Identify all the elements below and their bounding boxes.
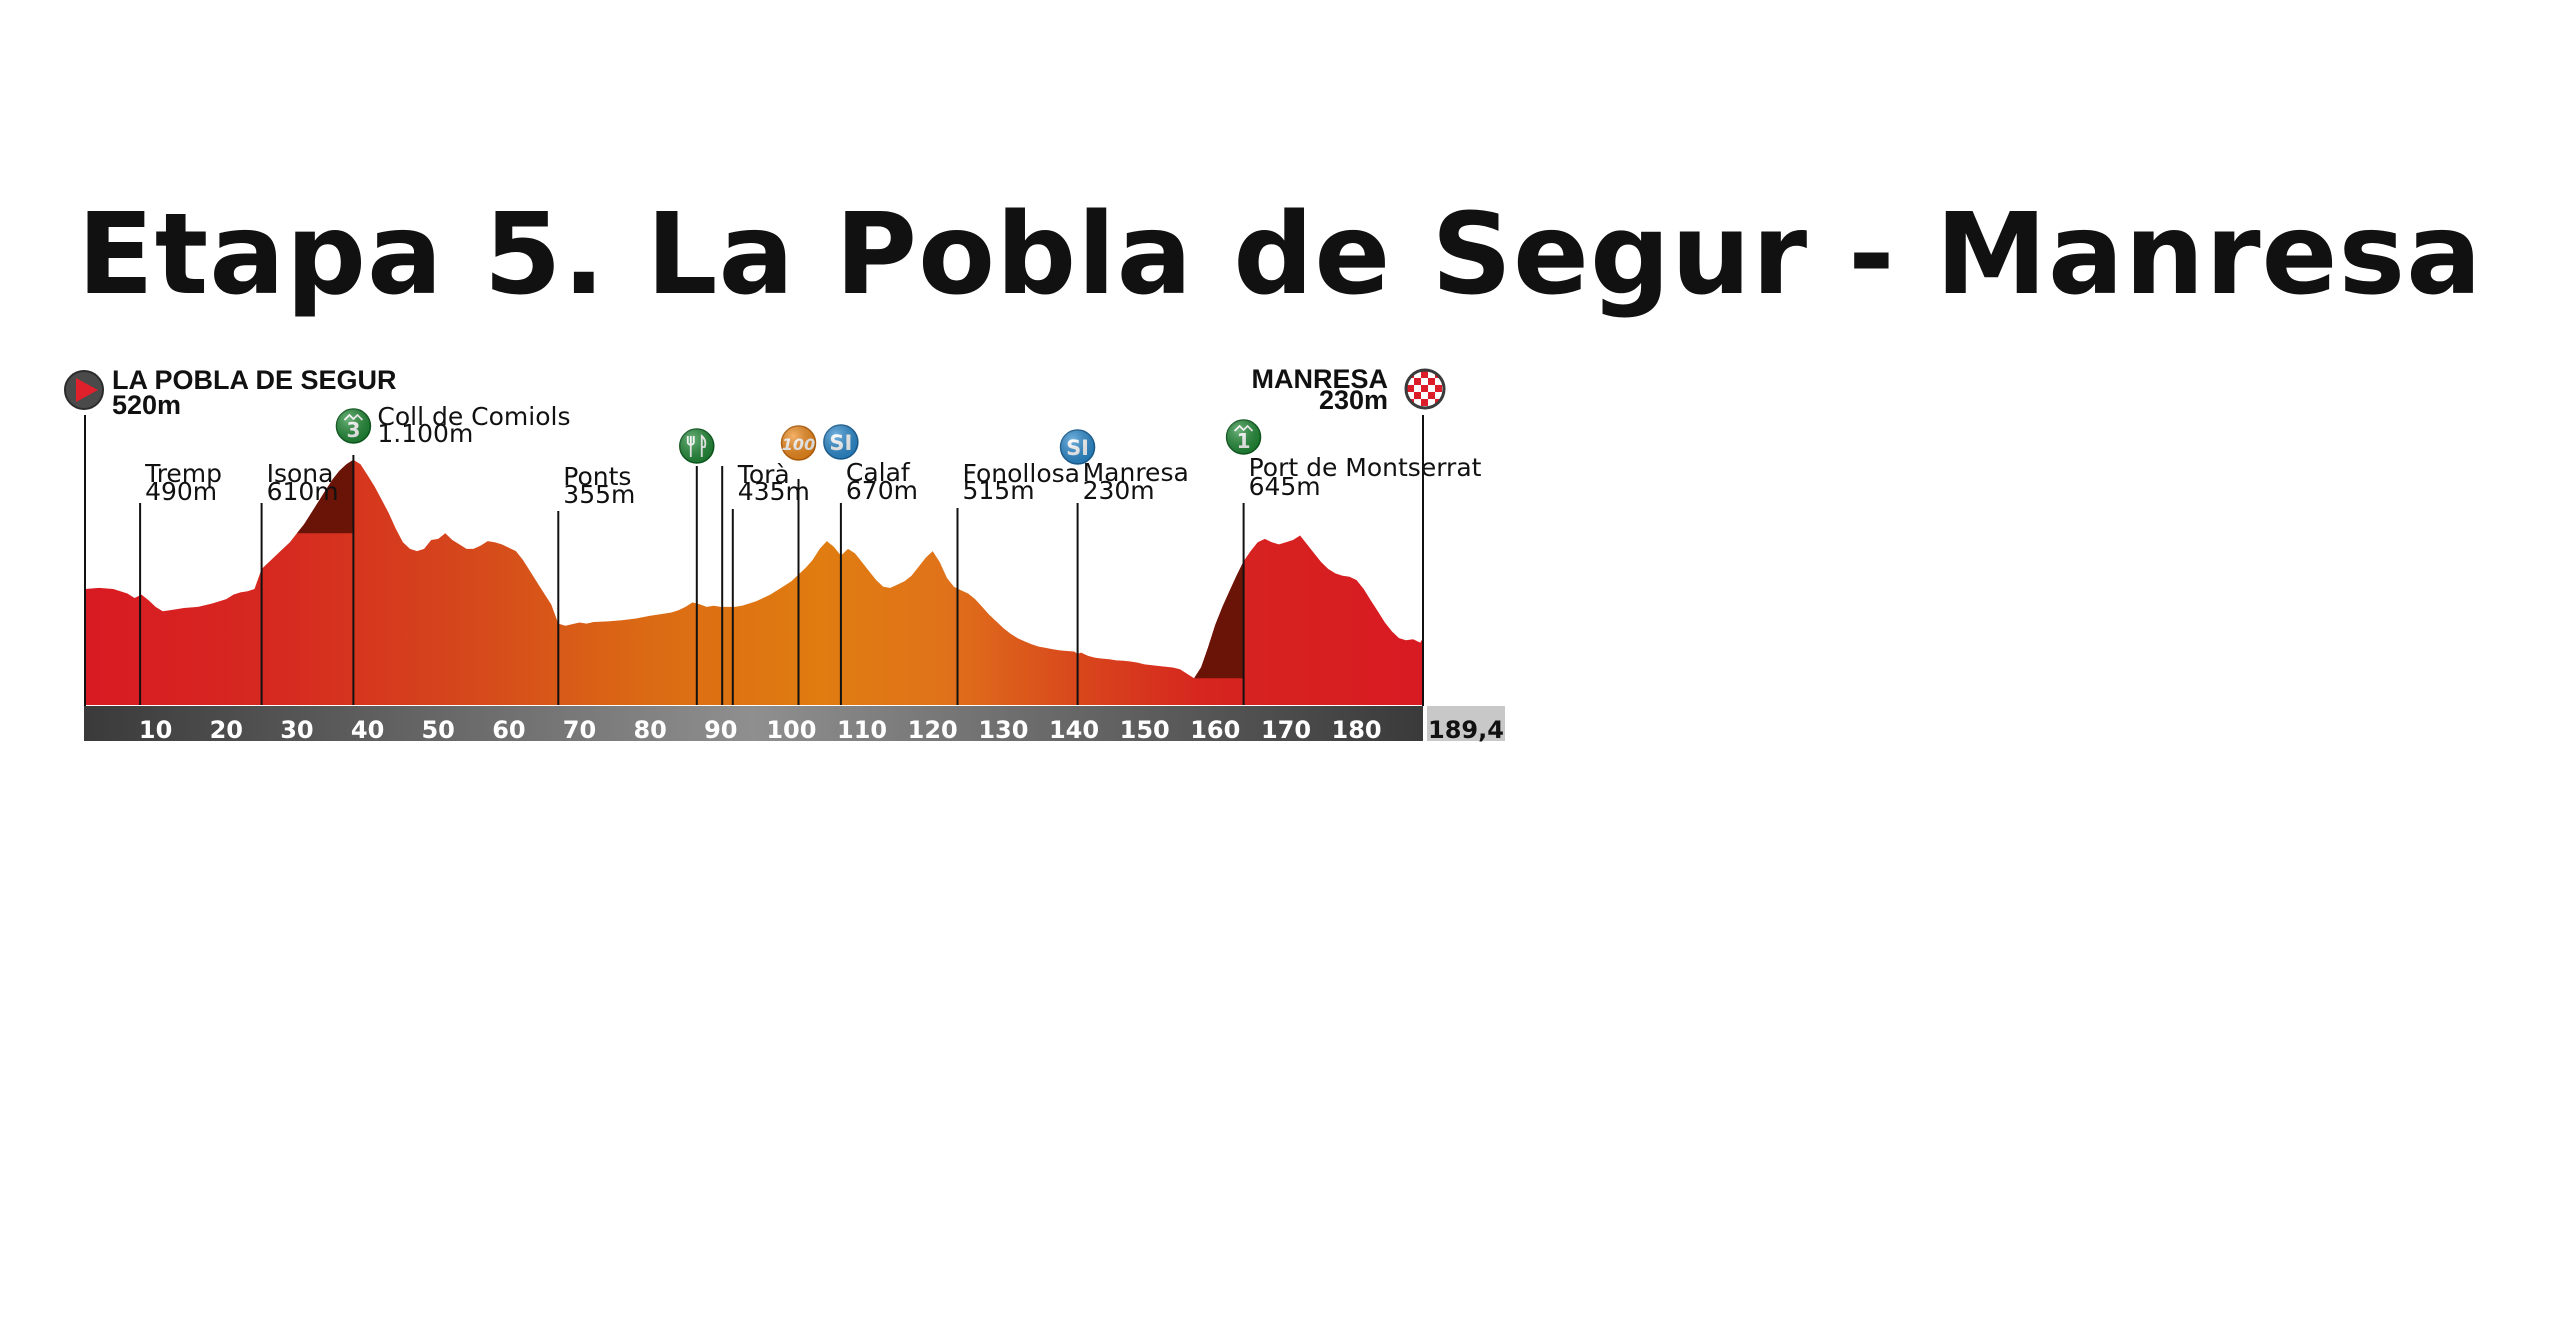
x-tick-label: 150 <box>1120 716 1170 744</box>
x-tick-label: 160 <box>1190 716 1240 744</box>
waypoint-name: Manresa <box>1083 458 1189 487</box>
badge-shine <box>336 409 371 443</box>
x-tick-label: 40 <box>351 716 384 744</box>
climb-section-1 <box>296 459 354 534</box>
waypoint-name: Coll de Comiols <box>377 402 570 431</box>
total-distance-label: 189,4 <box>1428 716 1504 744</box>
x-tick-label: 10 <box>139 716 172 744</box>
x-tick-label: 90 <box>704 716 737 744</box>
x-tick-label: 170 <box>1261 716 1311 744</box>
start-name: LA POBLA DE SEGUR <box>112 365 397 395</box>
waypoint-name: Fonollosa <box>963 459 1080 488</box>
cat-1-climb-icon: 1 <box>1225 419 1262 455</box>
finish-name: MANRESA <box>1251 364 1388 394</box>
x-tick-label: 140 <box>1049 716 1099 744</box>
start-altitude: 520m <box>112 390 181 420</box>
waypoint-altitude: 435m <box>738 477 810 506</box>
x-tick-label: 130 <box>978 716 1028 744</box>
waypoint-altitude: 490m <box>145 477 217 506</box>
finish-badge-circle <box>1404 368 1446 410</box>
waypoint-name: Isona <box>267 459 334 488</box>
x-tick-label: 70 <box>563 716 596 744</box>
badge-shine <box>679 429 714 463</box>
waypoint-altitude: 355m <box>563 480 635 509</box>
distance-axis-bar <box>84 706 1423 741</box>
waypoint-name: Port de Montserrat <box>1249 453 1482 482</box>
climb-section-2 <box>1194 561 1244 679</box>
badge-shine <box>1226 420 1261 454</box>
waypoint-altitude: 610m <box>267 477 339 506</box>
x-tick-label: 120 <box>908 716 958 744</box>
cat-3-climb-icon: 3 <box>335 408 372 444</box>
start-flag-icon <box>64 370 104 410</box>
waypoint-altitude: 230m <box>1083 476 1155 505</box>
waypoint-altitude: 1.100m <box>377 419 473 448</box>
x-tick-label: 50 <box>421 716 454 744</box>
x-tick-label: 100 <box>766 716 816 744</box>
elevation-profile <box>85 459 1423 705</box>
waypoint-name: Ponts <box>563 462 631 491</box>
badge-shine <box>781 426 816 460</box>
waypoint-altitude: 670m <box>846 476 918 505</box>
badge-shine <box>1060 430 1095 464</box>
x-tick-label: 80 <box>633 716 666 744</box>
finish-altitude: 230m <box>1319 385 1388 415</box>
x-tick-label: 180 <box>1332 716 1382 744</box>
total-distance-box <box>1427 706 1505 741</box>
x-tick-label: 30 <box>280 716 313 744</box>
waypoint-name: Calaf <box>846 458 911 487</box>
sprint-icon: SI <box>1059 429 1096 465</box>
waypoint-altitude: 515m <box>963 476 1035 505</box>
waypoint-name: Tremp <box>144 459 222 488</box>
waypoint-name: Torà <box>737 460 790 489</box>
start-arrow <box>76 378 98 402</box>
100-km-icon: 100 <box>780 425 817 461</box>
finish-flag-icon <box>1404 368 1446 410</box>
x-tick-label: 60 <box>492 716 525 744</box>
feed-zone-icon <box>679 428 715 464</box>
page-title: Etapa 5. La Pobla de Segur - Manresa <box>77 190 2483 320</box>
badge-shine <box>823 425 858 459</box>
waypoint-altitude: 645m <box>1249 472 1321 501</box>
x-tick-label: 20 <box>210 716 243 744</box>
sprint-icon: SI <box>823 424 859 460</box>
x-tick-label: 110 <box>837 716 887 744</box>
